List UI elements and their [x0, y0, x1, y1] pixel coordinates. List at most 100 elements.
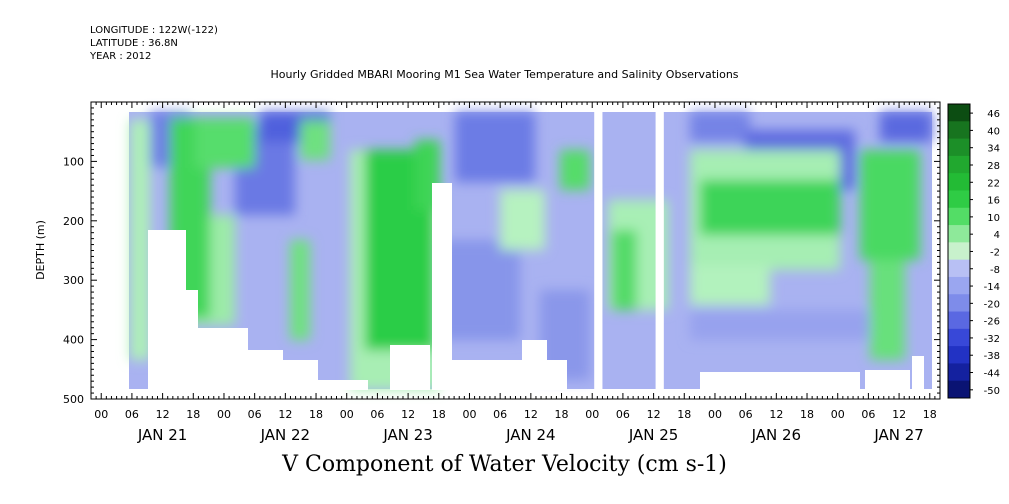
colorbar-label: 10: [987, 213, 1000, 224]
y-axis-label: DEPTH (m): [34, 220, 47, 280]
colorbar-label: 40: [987, 126, 1000, 137]
y-tick-label: 400: [63, 334, 84, 347]
x-tick-label: 12: [156, 408, 170, 421]
colorbar-swatch: [948, 294, 970, 313]
x-tick-label: 12: [278, 408, 292, 421]
colorbar-swatch: [948, 155, 970, 174]
mask: [865, 370, 910, 390]
x-tick-label: 18: [677, 408, 691, 421]
x-tick-label: 12: [647, 408, 661, 421]
x-tick-label: 18: [309, 408, 323, 421]
y-tick-label: 200: [63, 215, 84, 228]
x-tick-label: 18: [555, 408, 569, 421]
data-gap: [594, 107, 603, 399]
mask: [318, 380, 368, 390]
mask: [390, 345, 430, 390]
green-patch: [870, 260, 905, 360]
colorbar-swatch: [948, 190, 970, 209]
lightgreen-patch: [130, 120, 150, 360]
colorbar-label: -14: [984, 282, 1000, 293]
no-data-mask: [148, 183, 924, 390]
x-tick-label: 06: [370, 408, 384, 421]
mask: [248, 350, 283, 390]
longitude-label: LONGITUDE : 122W(-122): [90, 25, 218, 36]
x-tick-label: 00: [462, 408, 476, 421]
green-patch: [290, 240, 310, 340]
mask: [432, 183, 452, 390]
colorbar-label: -32: [984, 334, 1000, 345]
blue-patch: [690, 112, 750, 142]
colorbar-swatch: [948, 121, 970, 140]
mask: [186, 290, 198, 390]
x-tick-label: 12: [769, 408, 783, 421]
x-tick-label: 00: [94, 408, 108, 421]
colorbar-label: 4: [994, 230, 1000, 241]
year-label: YEAR : 2012: [90, 51, 152, 62]
x-tick-label: 12: [524, 408, 538, 421]
data-gaps: [594, 107, 664, 399]
mask: [452, 360, 522, 390]
day-label: JAN 26: [751, 426, 802, 444]
x-tick-label: 12: [401, 408, 415, 421]
colorbar-label: -38: [984, 351, 1000, 362]
chart-title: Hourly Gridded MBARI Mooring M1 Sea Wate…: [270, 68, 739, 81]
day-label: JAN 21: [137, 426, 188, 444]
x-tick-label: 06: [616, 408, 630, 421]
blue-patch: [455, 112, 535, 182]
colorbar-swatch: [948, 380, 970, 399]
green-patch: [700, 180, 840, 235]
x-tick-label: 00: [831, 408, 845, 421]
colorbar-swatch: [948, 104, 970, 122]
colorbar-swatch: [948, 225, 970, 243]
green-patch: [860, 150, 920, 260]
x-axis-ticks: 00 06 12 18 00 06 12 18 00 06 12 18 00 06 12 18 00 06 12 18…: [90, 102, 941, 444]
day-label: JAN 22: [260, 426, 311, 444]
heatmap-field: [129, 112, 932, 390]
colorbar-label: 16: [987, 196, 1000, 207]
mask: [700, 372, 860, 390]
x-tick-label: 06: [125, 408, 139, 421]
colorbar-swatch: [948, 311, 970, 330]
colorbar-label: 22: [987, 178, 1000, 189]
colorbar-label: -8: [990, 265, 1000, 276]
x-tick-label: 06: [739, 408, 753, 421]
lightgreen-patch: [500, 190, 545, 250]
mask: [283, 360, 318, 390]
colorbar: 46 40 34 28 22 16 10 4 -2 -8 -14 -20 -26 -32 -38 -44 -50: [947, 103, 1000, 399]
x-tick-label: 06: [248, 408, 262, 421]
colorbar-swatch: [948, 173, 970, 191]
x-tick-label: 18: [923, 408, 937, 421]
y-tick-label: 100: [63, 155, 84, 168]
x-tick-label: 18: [432, 408, 446, 421]
mask: [148, 230, 186, 390]
blue-patch: [880, 112, 932, 142]
x-tick-label: 06: [493, 408, 507, 421]
chart-variable-title: V Component of Water Velocity (cm s-1): [282, 452, 727, 477]
lightgreen-patch: [690, 265, 770, 305]
y-tick-label: 300: [63, 274, 84, 287]
colorbar-label: -50: [984, 386, 1000, 397]
mask: [522, 340, 547, 390]
colorbar-label: -26: [984, 317, 1000, 328]
blue-patch: [440, 240, 520, 340]
colorbar-label: -44: [984, 369, 1000, 380]
y-tick-label: 500: [63, 393, 84, 406]
day-label: JAN 27: [873, 426, 924, 444]
green-patch: [300, 120, 330, 160]
data-gap: [655, 107, 664, 399]
latitude-label: LATITUDE : 36.8N: [90, 38, 178, 49]
colorbar-swatch: [948, 363, 970, 382]
green-patch: [612, 230, 637, 310]
colorbar-swatch: [948, 259, 970, 278]
day-label: JAN 23: [382, 426, 433, 444]
mask: [198, 328, 248, 390]
colorbar-swatch: [948, 138, 970, 157]
x-tick-label: 00: [217, 408, 231, 421]
x-tick-label: 00: [340, 408, 354, 421]
colorbar-swatch: [948, 276, 970, 295]
x-tick-label: 12: [892, 408, 906, 421]
colorbar-label: -20: [984, 299, 1000, 310]
mask: [912, 356, 924, 390]
green-patch: [195, 118, 255, 168]
